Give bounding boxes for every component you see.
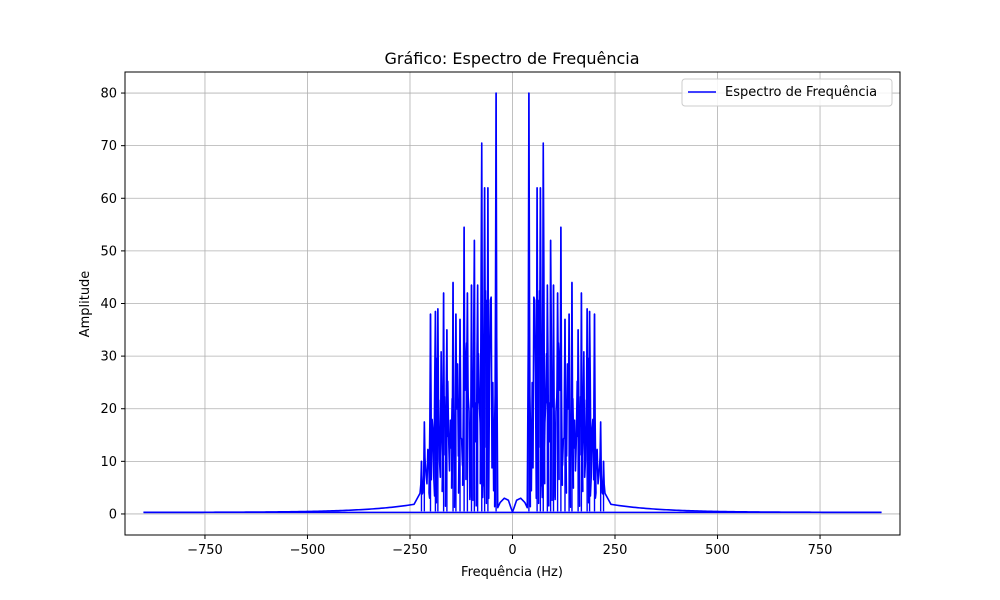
- x-tick-label: 500: [705, 543, 730, 558]
- x-tick-label: −250: [392, 543, 428, 558]
- legend-box: [681, 78, 893, 107]
- y-tick-label: 30: [100, 350, 117, 365]
- x-tick-label: 750: [808, 543, 833, 558]
- y-tick-label: 10: [100, 455, 117, 470]
- grid: [125, 72, 900, 535]
- y-tick-label: 40: [100, 297, 117, 312]
- y-axis-label: Amplitude: [78, 271, 93, 338]
- y-tick-label: 20: [100, 402, 117, 417]
- legend: Espectro de Frequência: [681, 78, 893, 107]
- y-axis-ticks: 0 10 20 30 40 50 60 70 80: [100, 87, 125, 522]
- legend-label: Espectro de Frequência: [725, 85, 877, 100]
- y-tick-label: 80: [100, 87, 117, 102]
- x-tick-label: 250: [603, 543, 628, 558]
- y-tick-label: 60: [100, 192, 117, 207]
- y-tick-label: 70: [100, 139, 117, 154]
- y-tick-label: 50: [100, 244, 117, 259]
- y-tick-label: 0: [109, 507, 117, 522]
- x-tick-label: −750: [187, 543, 223, 558]
- x-axis-ticks: −750 −500 −250 0 250 500 750: [187, 535, 832, 558]
- chart-title: Gráfico: Espectro de Frequência: [384, 49, 639, 68]
- x-axis-label: Frequência (Hz): [461, 565, 563, 580]
- x-tick-label: −500: [290, 543, 326, 558]
- peak-markers: [420, 93, 605, 512]
- x-tick-label: 0: [508, 543, 516, 558]
- plot-area: [143, 92, 882, 514]
